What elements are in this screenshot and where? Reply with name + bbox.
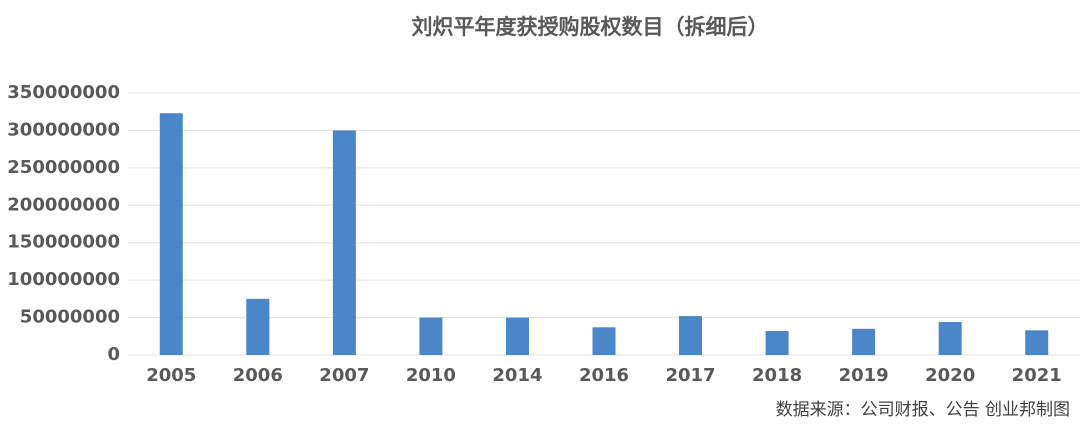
bar [1025, 330, 1049, 355]
chart-title: 刘炽平年度获授购股权数目（拆细后） [412, 15, 769, 39]
x-tick-label: 2005 [146, 365, 196, 386]
y-tick-label: 200000000 [7, 194, 120, 215]
x-tick-label: 2020 [925, 365, 975, 386]
x-tick-label: 2014 [492, 365, 542, 386]
bar [765, 331, 789, 355]
y-tick-label: 0 [107, 344, 120, 365]
y-tick-label: 300000000 [7, 119, 120, 140]
bar [679, 316, 703, 355]
y-tick-label: 350000000 [7, 82, 120, 103]
bar [592, 327, 616, 355]
y-tick-label: 250000000 [7, 157, 120, 178]
x-tick-label: 2021 [1012, 365, 1062, 386]
y-tick-label: 50000000 [20, 307, 120, 328]
bar [505, 317, 529, 355]
source-note: 数据来源：公司财报、公告 创业邦制图 [776, 400, 1070, 420]
bar [938, 322, 962, 355]
y-tick-label: 150000000 [7, 232, 120, 253]
bar [332, 130, 356, 355]
x-tick-label: 2019 [839, 365, 889, 386]
x-tick-label: 2006 [233, 365, 283, 386]
x-tick-label: 2007 [319, 365, 369, 386]
x-tick-label: 2017 [665, 365, 715, 386]
y-tick-label: 100000000 [7, 269, 120, 290]
x-tick-label: 2010 [406, 365, 456, 386]
x-tick-label: 2016 [579, 365, 629, 386]
bar [246, 298, 270, 355]
bar [159, 113, 183, 355]
bar [852, 328, 876, 355]
x-tick-label: 2018 [752, 365, 802, 386]
bar [419, 317, 443, 355]
